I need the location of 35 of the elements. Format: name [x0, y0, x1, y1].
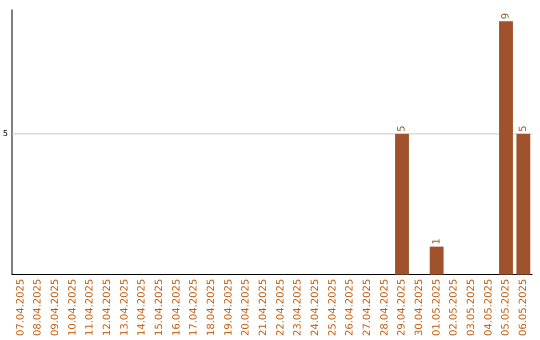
x-tick-label: 02.05.2025 — [448, 278, 460, 336]
x-tick-label: 11.04.2025 — [84, 278, 96, 336]
x-tick-label: 12.04.2025 — [102, 278, 113, 336]
x-tick-label: 05.05.2025 — [500, 278, 512, 336]
x-tick-label: 15.04.2025 — [154, 278, 165, 336]
data-label: 5 — [518, 126, 529, 132]
x-tick-label: 29.04.2025 — [396, 278, 408, 336]
x-tick-label: 26.04.2025 — [344, 278, 356, 336]
data-label: 5 — [396, 126, 408, 132]
x-tick-label: 17.04.2025 — [188, 278, 200, 336]
x-tick-label: 24.04.2025 — [310, 278, 321, 336]
x-tick-label: 18.04.2025 — [206, 278, 217, 336]
x-tick-label: 16.04.2025 — [171, 278, 182, 336]
x-tick-label: 01.05.2025 — [431, 278, 442, 336]
x-tick-label: 08.04.2025 — [32, 278, 44, 336]
x-tick-label: 30.04.2025 — [414, 278, 425, 336]
x-tick-label: 23.04.2025 — [292, 278, 304, 336]
x-tick-label: 22.04.2025 — [275, 278, 286, 336]
x-tick-label: 10.04.2025 — [67, 278, 78, 336]
x-tick-label: 25.04.2025 — [327, 278, 338, 336]
x-tick-label: 28.04.2025 — [379, 278, 390, 336]
ref-line-label: 5 — [2, 129, 8, 138]
x-tick-label: 07.04.2025 — [15, 278, 26, 336]
x-tick-label: 19.04.2025 — [223, 278, 234, 336]
x-tick-label: 20.04.2025 — [240, 278, 252, 336]
x-tick-label: 04.05.2025 — [483, 278, 494, 336]
data-label: 9 — [500, 12, 512, 20]
x-tick-label: 14.04.2025 — [136, 278, 148, 336]
data-label: 1 — [431, 238, 442, 245]
x-tick-label: 03.05.2025 — [466, 278, 477, 336]
x-tick-label: 06.05.2025 — [518, 278, 529, 336]
x-tick-label: 13.04.2025 — [119, 278, 130, 336]
x-tick-label: 09.04.2025 — [50, 278, 61, 336]
x-tick-label: 27.04.2025 — [362, 278, 373, 336]
x-tick-label: 21.04.2025 — [258, 278, 269, 336]
